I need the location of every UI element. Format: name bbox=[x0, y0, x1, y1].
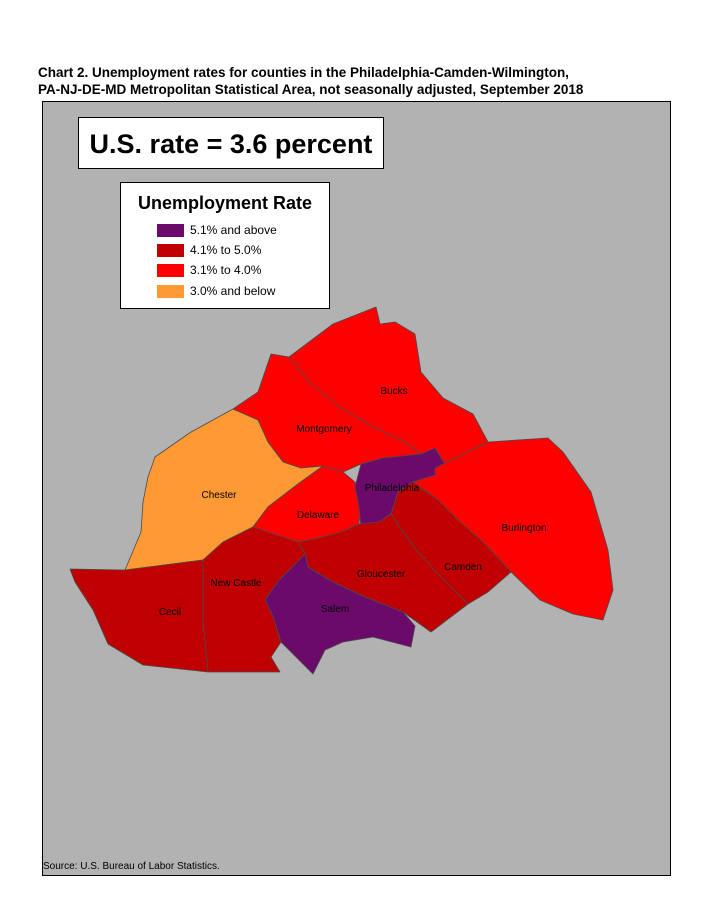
label-montgomery: Montgomery bbox=[296, 424, 352, 435]
map-area: Bucks Montgomery Chester Philadelphia De… bbox=[42, 101, 671, 876]
legend-label: 3.0% and below bbox=[190, 284, 276, 298]
legend-swatch bbox=[157, 284, 184, 298]
source-note: Source: U.S. Bureau of Labor Statistics. bbox=[43, 861, 220, 872]
legend-label: 5.1% and above bbox=[190, 223, 277, 237]
legend-item: 3.1% to 4.0% bbox=[157, 262, 261, 278]
legend-item: 4.1% to 5.0% bbox=[157, 242, 261, 258]
us-rate-box: U.S. rate = 3.6 percent bbox=[78, 117, 384, 169]
legend-item: 3.0% and below bbox=[157, 283, 275, 299]
label-chester: Chester bbox=[201, 490, 237, 501]
county-new-castle bbox=[202, 526, 306, 673]
legend-label: 4.1% to 5.0% bbox=[190, 243, 262, 257]
legend: Unemployment Rate 5.1% and above 4.1% to… bbox=[120, 182, 330, 309]
legend-swatch bbox=[157, 223, 184, 237]
legend-swatch bbox=[157, 243, 184, 257]
chart-title-line1: Chart 2. Unemployment rates for counties… bbox=[38, 65, 569, 80]
label-delaware: Delaware bbox=[297, 510, 340, 521]
chart-title: Chart 2. Unemployment rates for counties… bbox=[38, 64, 688, 98]
label-burlington: Burlington bbox=[501, 523, 546, 534]
label-cecil: Cecil bbox=[159, 607, 181, 618]
label-bucks: Bucks bbox=[380, 386, 407, 397]
county-salem bbox=[264, 553, 416, 675]
county-map: Bucks Montgomery Chester Philadelphia De… bbox=[69, 306, 614, 675]
chart-title-line2: PA-NJ-DE-MD Metropolitan Statistical Are… bbox=[38, 82, 584, 97]
label-philadelphia: Philadelphia bbox=[365, 483, 420, 494]
label-gloucester: Gloucester bbox=[357, 569, 406, 580]
legend-title: Unemployment Rate bbox=[137, 193, 313, 213]
county-cecil bbox=[69, 559, 209, 673]
label-camden: Camden bbox=[444, 562, 482, 573]
label-new-castle: New Castle bbox=[210, 578, 262, 589]
legend-item: 5.1% and above bbox=[157, 222, 277, 238]
label-salem: Salem bbox=[321, 604, 349, 615]
legend-label: 3.1% to 4.0% bbox=[190, 263, 262, 277]
legend-swatch bbox=[157, 263, 184, 277]
